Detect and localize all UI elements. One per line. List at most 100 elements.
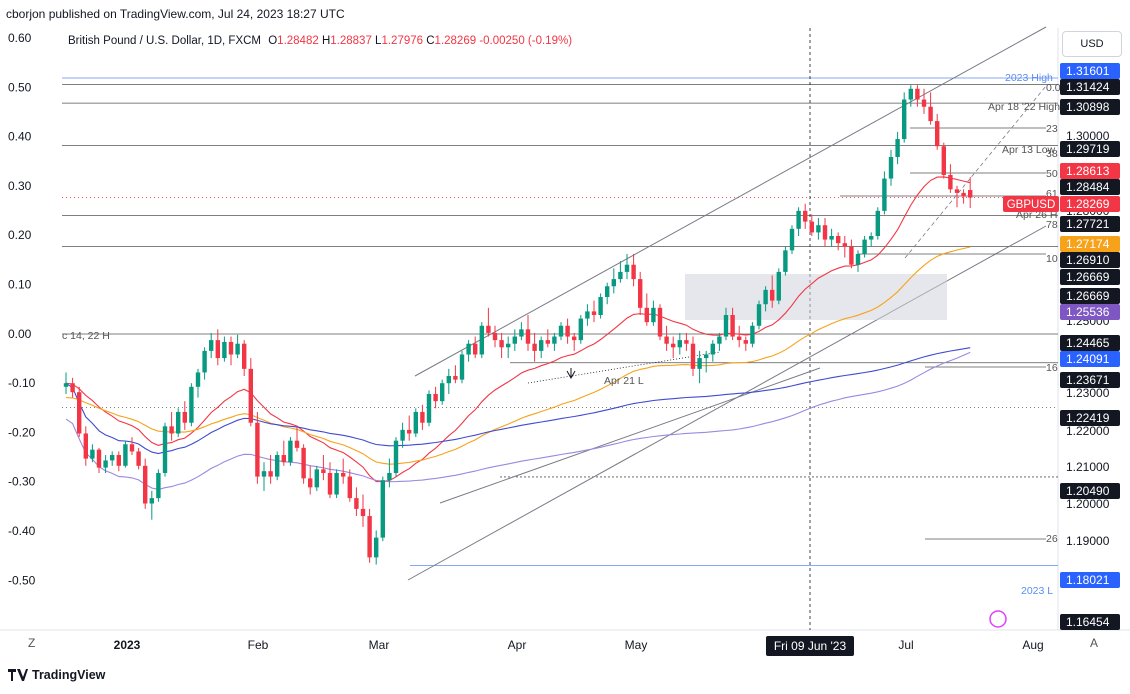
candle-body [519,329,524,337]
candle-body [420,411,425,423]
candle-body [235,343,240,355]
fib-level-label: 23 [1046,123,1058,135]
candle-body [723,314,729,337]
time-axis-label: Apr [508,638,527,652]
symbol-tag-label: GBPUSD [1007,199,1056,211]
candle-body [631,264,636,280]
candle-body [413,411,418,434]
candle-body [189,386,194,423]
left-scale-label: -0.40 [8,524,36,538]
candle-body [308,478,313,488]
chart-annotation: 2023 L [1021,585,1053,597]
candle-body [961,192,966,197]
left-scale-label: 0.30 [8,179,32,193]
time-axis-label: Aug [1022,638,1043,652]
candle-body [400,429,405,441]
candle-body [63,383,69,387]
candle-body [605,286,610,298]
channel-upper-line [414,26,1047,377]
legend-change: -0.00250 (-0.19%) [479,35,573,47]
candle-body [83,433,88,459]
chart-annotation: Apr 21 L [604,375,644,387]
price-scale-label: 1.22000 [1066,424,1110,438]
price-tag [1060,99,1120,115]
candle-body [684,340,689,344]
candle-body [915,88,920,100]
price-tag [1060,483,1120,499]
candle-body [367,516,372,558]
ema-20-line [65,176,971,483]
candle-body [354,498,359,509]
price-tag [1060,163,1120,179]
time-axis-label: Mar [369,638,390,652]
left-scale-label: 0.20 [8,228,32,242]
legend-h-label: H [321,35,331,47]
price-tag-label: 1.26910 [1066,253,1110,267]
candle-body [862,239,867,254]
candle-body [565,325,570,337]
price-scale-label: 1.20000 [1066,497,1110,511]
price-tag-label: 1.25536 [1066,305,1110,319]
candle-body [776,271,781,301]
candle-body [96,449,102,468]
candle-body [796,210,801,229]
candle-body [321,469,326,473]
channel-lower-line [407,225,1047,581]
price-tag-label: 1.24091 [1066,352,1110,366]
candle-body [327,472,333,495]
candle-body [294,440,300,448]
price-tag [1060,79,1120,95]
publish-header: cborjon published on TradingView.com, Ju… [6,7,345,21]
candle-body [506,343,511,348]
price-tag-label: 1.29719 [1066,142,1110,156]
z-button[interactable]: Z [28,636,36,650]
candle-body [545,340,550,344]
highlight-zone [685,274,947,320]
left-scale-label: 0.40 [8,130,32,144]
candle-body [948,174,953,190]
fib-level-label: 38 [1046,148,1058,160]
fib-level-label: 10 [1046,253,1058,265]
ema-50-line [65,246,971,465]
left-scale-label: 0.00 [8,327,32,341]
candle-body [849,246,854,265]
candle-body [941,146,946,175]
left-scale-label: -0.10 [8,376,36,390]
candle-body [618,271,623,280]
candle-body [116,455,121,466]
chart-annotation: Apr 18 '22 High [988,101,1060,113]
candle-body [882,178,887,211]
candle-body [248,368,253,423]
candle-body [611,279,616,287]
currency-button[interactable]: USD [1062,31,1122,57]
candle-body [459,354,465,380]
candle-body [737,336,742,341]
price-tag [1060,236,1120,252]
candle-body [704,354,709,359]
fib-level-label: 16 [1046,362,1058,374]
candle-body [90,449,95,459]
candle-body [486,325,491,333]
candle-body [591,311,597,315]
price-scale-label: 1.30000 [1066,129,1110,143]
fib-diagonal [904,85,1047,259]
auto-scale-button[interactable]: A [1090,636,1099,650]
candle-body [816,225,821,233]
fib-level-label: 0.0 [1046,82,1061,94]
candle-body [624,264,630,272]
candle-body [169,426,174,434]
price-tag [1060,351,1120,367]
candle-body [143,465,148,504]
candle-body [77,392,82,434]
fib-level-label: 78 [1046,219,1058,231]
legend-o-label: O [268,35,278,47]
candle-body [387,472,392,481]
left-scale-label: 0.10 [8,278,32,292]
candle-body [836,235,841,244]
legend-open: 1.28482 [277,35,319,47]
fib-level-label: 50 [1046,168,1058,180]
candle-body [222,341,227,359]
price-tag-label: 1.31601 [1066,64,1110,78]
candle-body [657,307,663,337]
